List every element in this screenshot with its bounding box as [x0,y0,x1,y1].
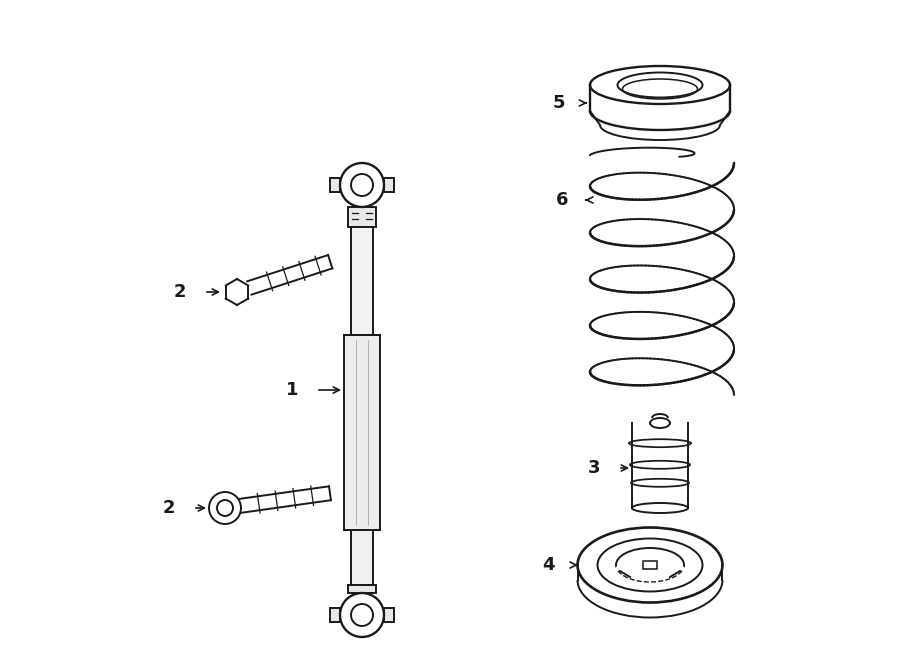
Bar [351,530,373,585]
Text: 4: 4 [543,556,555,574]
Bar [643,561,657,569]
Text: 1: 1 [285,381,298,399]
Bar [384,608,394,622]
Bar [351,227,373,335]
Text: 6: 6 [555,191,568,209]
Bar [384,178,394,192]
Bar [330,178,340,192]
Bar [348,585,376,593]
Text: 5: 5 [553,94,565,112]
Bar [344,335,380,530]
Text: 2: 2 [163,499,175,517]
Bar [330,608,340,622]
Text: 3: 3 [588,459,600,477]
Bar [348,207,376,227]
Text: 2: 2 [174,283,186,301]
